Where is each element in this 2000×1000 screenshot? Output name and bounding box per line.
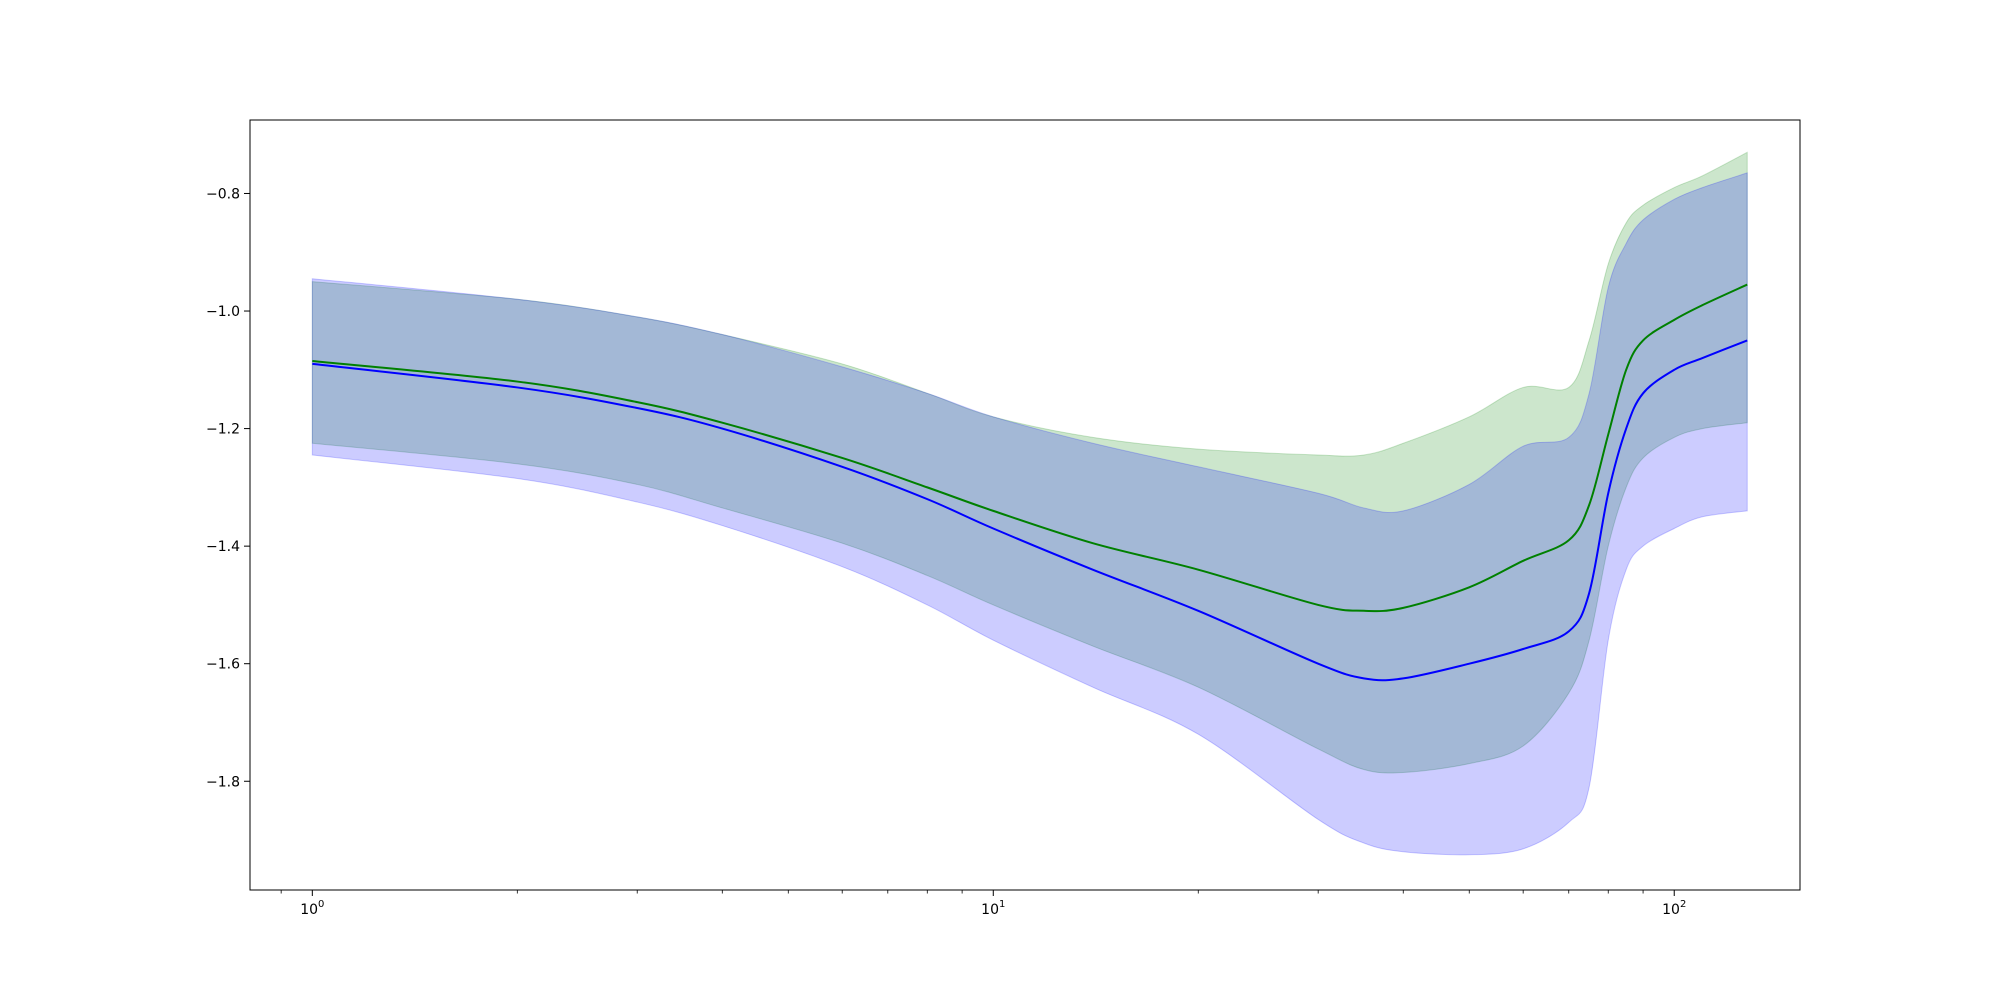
x-tick-label-exponent: 1	[999, 899, 1005, 910]
x-tick-label-base: 10	[1662, 902, 1680, 918]
x-tick-label: 101	[981, 899, 1005, 918]
y-tick-label: −1.0	[206, 304, 240, 320]
x-tick-label-base: 10	[981, 902, 999, 918]
y-tick-label: −1.2	[206, 422, 240, 438]
confidence-bands	[311, 151, 1748, 856]
x-tick-label-base: 10	[300, 902, 318, 918]
x-tick-label: 102	[1662, 899, 1686, 918]
series-0-band	[311, 151, 1748, 774]
series-1-line	[312, 339, 1748, 682]
y-tick-label: −0.8	[206, 186, 240, 202]
y-tick-label: −1.4	[206, 539, 240, 555]
series-lines	[312, 283, 1748, 682]
series-1-band	[311, 172, 1748, 856]
x-tick-label-exponent: 2	[1680, 899, 1686, 910]
plot-area-frame	[249, 119, 1801, 891]
y-tick-label: −1.8	[206, 774, 240, 790]
x-axis: 100 101 102	[280, 890, 1686, 918]
y-tick-label: −1.6	[206, 657, 240, 673]
x-tick-label-exponent: 0	[318, 899, 324, 910]
series-0-line	[312, 283, 1748, 613]
y-axis: −0.8 −1.0 −1.2 −1.4 −1.6 −1.8	[206, 186, 250, 790]
x-tick-label: 100	[300, 899, 324, 918]
